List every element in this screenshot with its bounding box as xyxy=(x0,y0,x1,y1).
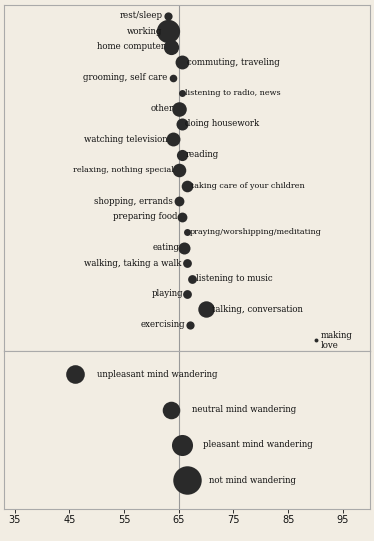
Point xyxy=(176,104,182,113)
Point xyxy=(184,228,190,236)
Text: not mind wandering: not mind wandering xyxy=(209,476,296,485)
Text: exercising: exercising xyxy=(141,320,186,329)
Text: shopping, errands: shopping, errands xyxy=(95,197,173,206)
Text: reading: reading xyxy=(186,150,219,160)
Point xyxy=(178,89,184,97)
Text: relaxing, nothing special: relaxing, nothing special xyxy=(73,166,173,174)
Point xyxy=(178,58,184,67)
Point xyxy=(313,336,319,345)
Point xyxy=(176,166,182,175)
Text: playing: playing xyxy=(151,289,183,299)
Text: pleasant mind wandering: pleasant mind wandering xyxy=(203,440,313,450)
Text: eating: eating xyxy=(153,243,180,252)
Point xyxy=(165,11,171,20)
Point xyxy=(178,440,184,449)
Point xyxy=(165,27,171,36)
Point xyxy=(176,197,182,206)
Point xyxy=(170,73,176,82)
Text: neutral mind wandering: neutral mind wandering xyxy=(193,405,297,414)
Text: watching television: watching television xyxy=(84,135,168,144)
Point xyxy=(187,321,193,329)
Point xyxy=(178,213,184,221)
Point xyxy=(184,181,190,190)
Point xyxy=(178,150,184,159)
Point xyxy=(184,476,190,484)
Text: talking, conversation: talking, conversation xyxy=(212,305,303,314)
Text: doing housework: doing housework xyxy=(186,120,260,128)
Text: taking care of your children: taking care of your children xyxy=(191,182,304,190)
Text: listening to radio, news: listening to radio, news xyxy=(186,89,281,97)
Text: grooming, self care: grooming, self care xyxy=(83,73,168,82)
Text: unpleasant mind wandering: unpleasant mind wandering xyxy=(97,370,217,379)
Point xyxy=(181,243,187,252)
Point xyxy=(178,120,184,128)
Text: making
love: making love xyxy=(321,331,353,349)
Point xyxy=(72,370,78,379)
Text: working: working xyxy=(127,27,162,36)
Text: praying/worshipping/meditating: praying/worshipping/meditating xyxy=(190,228,322,236)
Text: walking, taking a walk: walking, taking a walk xyxy=(84,259,181,268)
Text: rest/sleep: rest/sleep xyxy=(119,11,162,20)
Point xyxy=(190,274,196,283)
Point xyxy=(170,135,176,144)
Text: listening to music: listening to music xyxy=(196,274,273,283)
Text: home computer: home computer xyxy=(97,42,165,51)
Text: other: other xyxy=(150,104,173,113)
Point xyxy=(184,289,190,298)
Point xyxy=(168,405,174,414)
Text: preparing food: preparing food xyxy=(113,212,178,221)
Point xyxy=(184,259,190,267)
Point xyxy=(168,42,174,51)
Point xyxy=(203,305,209,314)
Text: commuting, traveling: commuting, traveling xyxy=(187,58,280,67)
